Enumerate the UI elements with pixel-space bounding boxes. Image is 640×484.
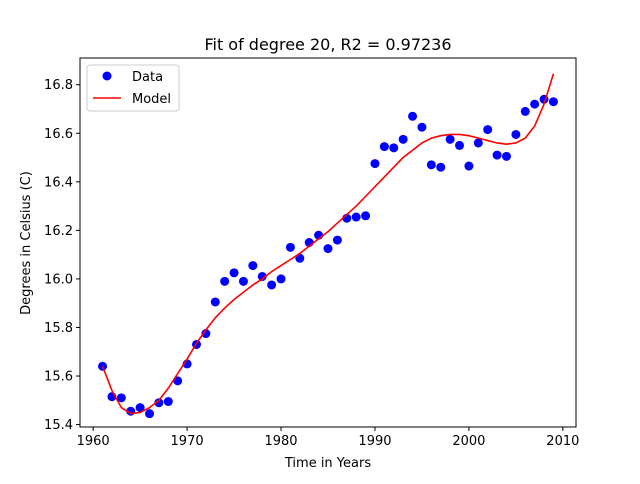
data-point — [379, 142, 389, 152]
data-point — [116, 393, 126, 403]
x-tick-label: 1990 — [358, 434, 391, 449]
y-axis-label: Degrees in Celsius (C) — [19, 171, 34, 315]
data-point — [511, 129, 521, 139]
data-point — [295, 253, 305, 263]
data-point — [426, 160, 436, 170]
data-point — [473, 138, 483, 148]
data-point — [173, 376, 183, 386]
data-point — [351, 212, 361, 222]
data-point — [145, 409, 155, 419]
plot-frame — [79, 57, 577, 428]
data-point — [135, 403, 145, 413]
y-tick-label: 16.8 — [44, 78, 73, 93]
y-tick-label: 15.8 — [44, 321, 73, 336]
legend-data-label: Data — [132, 70, 163, 85]
data-point — [210, 297, 220, 307]
data-point — [98, 361, 108, 371]
data-point — [257, 271, 267, 281]
x-axis-label: Time in Years — [284, 456, 371, 471]
data-point — [492, 150, 502, 160]
y-tick-label: 16.0 — [44, 272, 73, 287]
model-line — [101, 73, 555, 415]
y-tick-label: 16.2 — [44, 224, 73, 239]
data-point — [398, 134, 408, 144]
data-point — [276, 274, 286, 284]
data-point — [408, 111, 418, 121]
data-point — [220, 276, 230, 286]
data-point — [154, 398, 164, 408]
data-point — [370, 159, 380, 169]
chart-title: Fit of degree 20, R2 = 0.97236 — [204, 35, 451, 54]
data-point — [267, 280, 277, 290]
x-tick-label: 2000 — [452, 434, 485, 449]
data-point — [332, 235, 342, 245]
data-point — [464, 161, 474, 171]
axes: 1960 1970 1980 1990 2000 2010 15.4 15.6 15.8 16.0… — [44, 57, 579, 449]
legend-data-marker — [102, 71, 112, 81]
y-tick-label: 15.4 — [44, 418, 73, 433]
data-point — [417, 122, 427, 132]
data-point — [229, 268, 239, 278]
data-point — [483, 125, 493, 135]
data-point — [548, 97, 558, 107]
data-point — [323, 244, 333, 254]
data-point — [501, 151, 511, 161]
x-tick-label: 1970 — [171, 434, 204, 449]
data-point — [238, 276, 248, 286]
x-tick-label: 1980 — [264, 434, 297, 449]
data-point — [285, 242, 295, 252]
y-tick-label: 16.6 — [44, 127, 73, 142]
data-point — [445, 134, 455, 144]
y-tick-label: 15.6 — [44, 370, 73, 385]
legend-model-label: Model — [132, 92, 171, 107]
x-tick-label: 2010 — [546, 434, 579, 449]
x-tick-label: 1960 — [77, 434, 110, 449]
data-point — [248, 261, 258, 271]
data-point — [530, 99, 540, 109]
data-point — [436, 162, 446, 172]
data-point — [361, 211, 371, 221]
legend: Data Model — [86, 64, 180, 112]
data-point — [389, 143, 399, 153]
data-point — [520, 106, 530, 116]
data-point — [163, 397, 173, 407]
y-tick-label: 16.4 — [44, 175, 73, 190]
data-point — [455, 140, 465, 150]
data-point — [201, 329, 211, 339]
plot-area — [98, 73, 558, 419]
